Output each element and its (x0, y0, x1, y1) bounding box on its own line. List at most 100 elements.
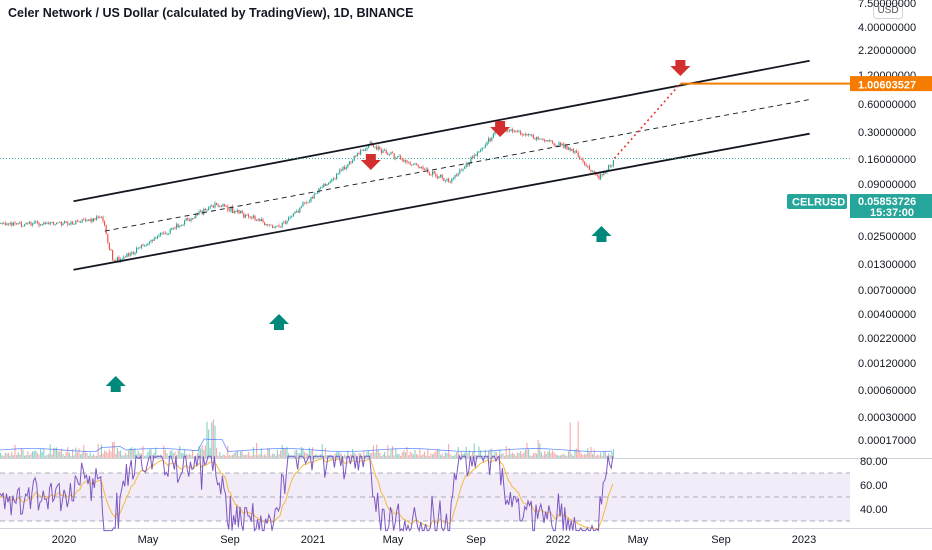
volume-bar (296, 450, 298, 458)
candle-body (451, 178, 453, 183)
volume-bar (147, 452, 149, 458)
volume-bar (49, 444, 51, 458)
candle-body (574, 150, 576, 153)
candle-body (435, 173, 437, 177)
volume-bar (601, 455, 603, 458)
volume-bar (155, 447, 157, 458)
chart-title: Celer Network / US Dollar (calculated by… (8, 6, 414, 20)
candle-body (153, 238, 155, 241)
candle-body (323, 183, 325, 187)
candle-body (30, 221, 32, 226)
volume-bar (68, 452, 70, 458)
candle-body (404, 160, 406, 162)
volume-bar (364, 455, 366, 458)
candle-body (40, 224, 42, 226)
price-tick-6: 0.16000000 (858, 154, 916, 166)
candle-body (593, 171, 595, 173)
candle-body (555, 145, 557, 147)
volume-bar (278, 454, 280, 458)
candle-body (246, 214, 248, 216)
candle-body (238, 209, 240, 214)
volume-bar (265, 455, 267, 458)
candle-body (480, 150, 482, 152)
volume-bar (251, 455, 253, 458)
candle-body (484, 145, 486, 148)
candle-body (460, 169, 462, 171)
volume-bar (126, 454, 128, 458)
volume-bar (97, 443, 99, 458)
candle-body (124, 256, 126, 258)
volume-bar (54, 447, 56, 458)
candle-body (296, 211, 298, 212)
volume-bar (444, 452, 446, 458)
candle-body (329, 181, 331, 183)
volume-bar (4, 452, 6, 458)
volume-bar (534, 452, 536, 458)
candle-body (49, 222, 51, 225)
candle-body (80, 222, 82, 223)
candle-body (331, 179, 333, 182)
volume-bar (388, 455, 390, 458)
candle-body (192, 218, 194, 220)
currency-badge[interactable]: USD (873, 3, 903, 19)
volume-bar (371, 452, 373, 458)
candle-body (134, 252, 136, 255)
candle-body (363, 149, 365, 151)
candle-body (227, 206, 229, 211)
up-arrow-icon (591, 226, 612, 242)
candle-body (72, 221, 74, 224)
candle-body (489, 138, 491, 141)
candle-body (587, 165, 589, 167)
volume-bar (123, 455, 125, 458)
volume-bar (336, 452, 338, 458)
volume-bar (500, 453, 502, 458)
volume-bar (569, 422, 571, 458)
volume-bar (518, 452, 520, 458)
candle-body (529, 134, 531, 135)
volume-bar (1, 455, 3, 458)
candle-body (513, 130, 515, 132)
volume-bar (57, 451, 59, 458)
volume-bar (489, 449, 491, 458)
candle-body (59, 222, 61, 223)
candle-body (300, 206, 302, 208)
candle-body (273, 227, 275, 229)
markers (105, 60, 691, 392)
volume-bar (577, 421, 579, 458)
rsi-tick-80: 80.00 (860, 456, 888, 468)
volume-bar (476, 455, 478, 458)
candle-body (432, 171, 434, 176)
volume-bar (14, 444, 16, 458)
volume-bar (553, 452, 555, 458)
volume-bar (102, 453, 104, 458)
volume-bar (416, 453, 418, 458)
date-tick-may-2020: May (138, 534, 159, 546)
candle-body (193, 218, 195, 219)
candle-body (552, 141, 554, 144)
candle-body (315, 193, 317, 195)
candle-body (64, 221, 66, 224)
volume-bar (342, 455, 344, 458)
volume-bar (568, 451, 570, 458)
candle-body (9, 222, 11, 225)
volume-bar (340, 454, 342, 458)
volume-bar (563, 453, 565, 458)
candle-body (118, 257, 120, 263)
date-tick-2020: 2020 (52, 534, 76, 546)
volume-bar (473, 443, 475, 458)
volume-bar (564, 455, 566, 458)
candle-body (304, 202, 306, 204)
candle-body (332, 178, 334, 180)
volume-bar (192, 450, 194, 458)
candle-body (144, 245, 146, 247)
candle-body (326, 184, 328, 186)
candle-body (443, 178, 445, 181)
candle-body (592, 171, 594, 173)
candle-body (152, 239, 154, 241)
candle-body (97, 216, 99, 218)
volume-bar (350, 454, 352, 458)
volume-bar (347, 450, 349, 458)
volume-bar (544, 451, 546, 458)
volume-bar (460, 451, 462, 458)
